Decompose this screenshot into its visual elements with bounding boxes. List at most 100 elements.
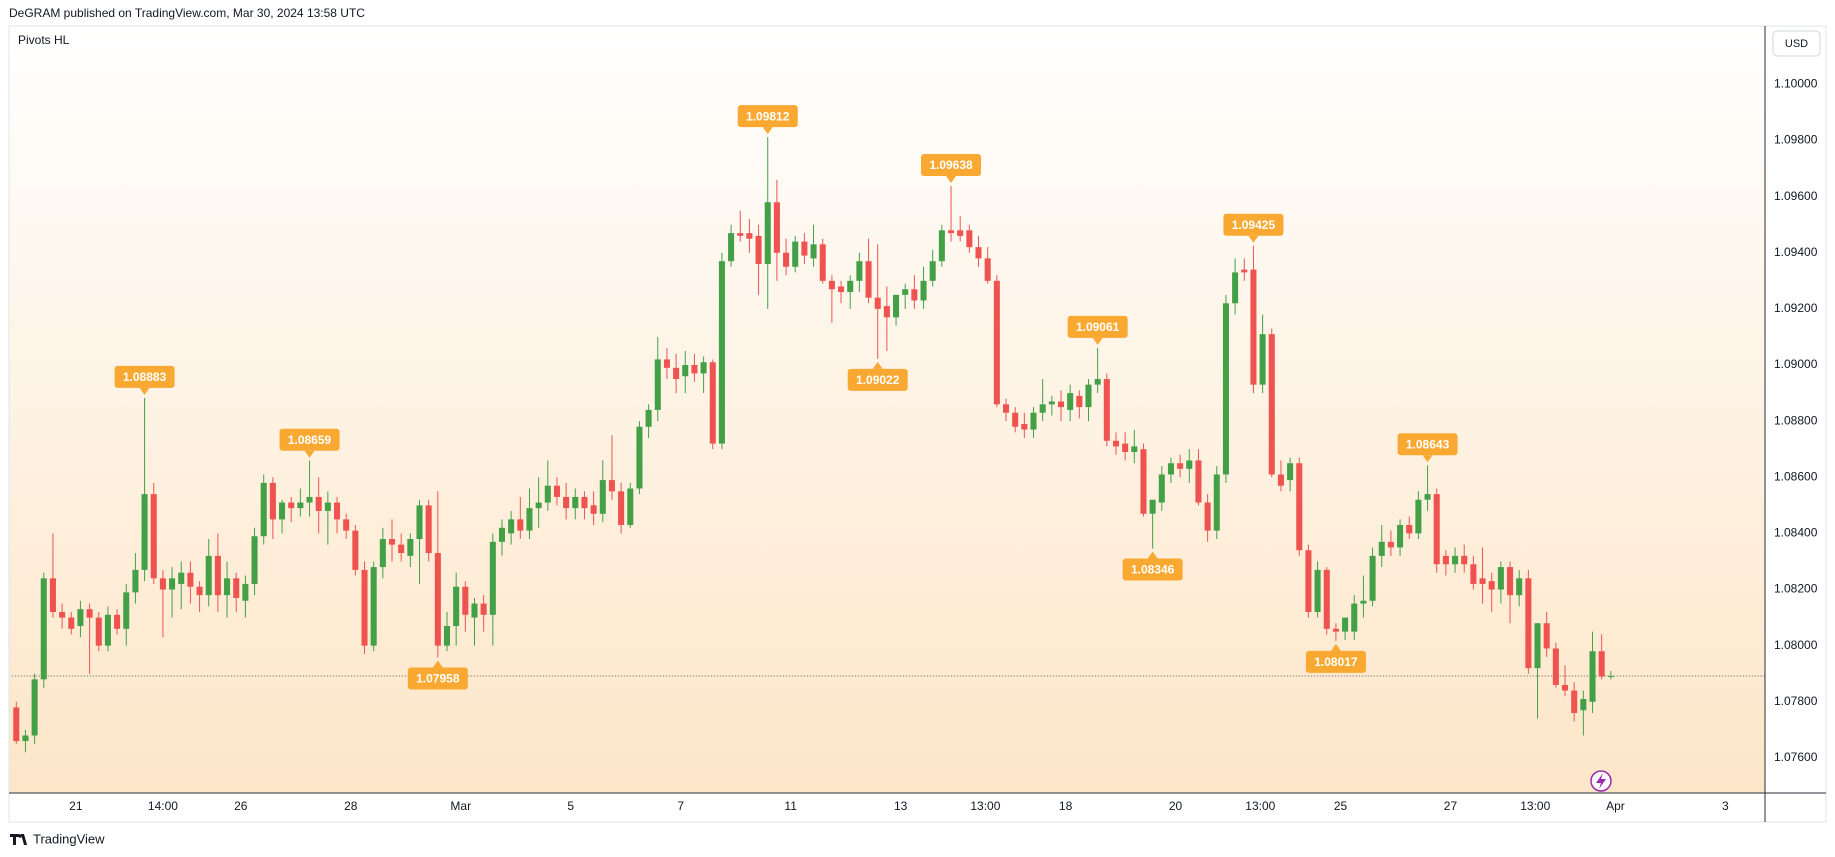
candle-body [1543,623,1550,649]
pivot-pointer [1147,551,1158,559]
candle-body [526,508,533,531]
plot-area: 1.08883 1.08659 1.07958 1.09812 1.09022 1.096… [11,105,1765,753]
candle-body [1122,443,1129,453]
x-tick-label: 27 [1444,799,1458,813]
candle-body [838,286,845,293]
candle-body [929,261,936,281]
candle-body [196,586,203,596]
candle-body [1195,460,1202,503]
y-tick-label: 1.09400 [1774,245,1818,259]
candle-body [746,233,753,239]
candle-body [40,578,47,680]
candle-body [453,586,460,627]
candle-body [169,578,176,590]
candle-body [1213,474,1220,531]
pivot-pointer [1248,235,1259,243]
candle-body [1360,600,1367,604]
candle-body [636,426,643,489]
y-tick-label: 1.08600 [1774,469,1818,483]
x-tick-label: Mar [450,799,471,813]
candle-body [1103,379,1110,441]
x-tick-label: 13:00 [1245,799,1275,813]
pivot-label-bg [1305,650,1366,673]
candle-body [1140,449,1147,514]
candle-body [1433,494,1440,565]
candle-body [361,569,368,646]
candle-body [755,235,762,264]
candle-body [1268,334,1275,475]
candle-body [1167,463,1174,475]
pivot-label: 1.08659 [279,428,340,458]
brand-logo[interactable] [10,834,27,845]
candle-body [975,247,982,259]
candle-body [471,603,478,618]
candle-body [104,614,111,646]
candle-body [1241,269,1248,273]
candle-body [443,626,451,646]
candle-body [343,519,350,531]
candle-body [682,365,689,377]
candle-body [1131,446,1138,453]
candle-body [489,541,496,615]
currency-box[interactable] [1772,30,1821,57]
candle-body [1497,567,1504,590]
candle-body [654,359,661,410]
candle-body [334,502,341,520]
candle-body [1012,412,1019,427]
x-tick-label: 13:00 [1520,799,1550,813]
candle-body [728,233,735,262]
candle-body [1580,698,1587,711]
bolt-icon[interactable] [1590,770,1612,792]
candle-body [1332,628,1339,632]
candle-body [883,306,890,318]
candle-body [379,539,386,568]
candle-body [627,488,634,525]
pivot-pointer [1330,643,1341,651]
candle-body [828,280,835,290]
candle-body [407,539,414,556]
pivot-label: 1.07958 [407,660,468,690]
pivot-pointer [872,361,883,369]
candle-body [114,614,121,629]
candle-body [1250,269,1257,385]
y-tick-label: 1.09200 [1774,301,1818,315]
pivot-label: 1.08017 [1305,643,1366,673]
candle-body [590,505,597,514]
pivot-label-text: 1.09061 [1076,320,1120,334]
candle-body [1039,404,1046,413]
candle-body [59,611,66,618]
candle-body [1607,675,1614,677]
brand-name: TradingView [33,831,105,846]
pivot-label-bg [1122,558,1183,581]
pivot-label: 1.09812 [737,105,798,135]
candle-body [1442,555,1449,565]
pivot-label-text: 1.08659 [288,433,332,447]
candle-body [599,480,606,514]
candle-body [279,502,286,520]
x-tick-label: 26 [234,799,248,813]
pivot-label-bg [279,428,340,451]
x-tick-label: 11 [784,799,797,813]
candle-body [1076,395,1083,408]
candle-body [1277,474,1284,486]
candle-body [178,572,185,584]
candle-body [1177,463,1184,469]
candle-body [434,553,441,646]
candle-body [1232,272,1239,304]
pivot-label: 1.08883 [114,365,175,395]
pivot-label-bg [407,667,468,690]
candle-body [1222,303,1229,475]
indicator-label[interactable]: Pivots HL [18,33,70,47]
candle-body [663,359,670,368]
candle-body [31,679,38,736]
candle-body [893,294,900,318]
candle-body [398,544,405,554]
candle-body [297,502,304,509]
pivot-label: 1.08643 [1397,433,1458,463]
pivot-label-text: 1.08643 [1406,437,1450,451]
candle-body [68,617,75,629]
pivot-label-bg [847,368,908,391]
candle-body [1452,555,1459,565]
candle-body [966,230,973,248]
x-tick-label: 25 [1334,799,1348,813]
